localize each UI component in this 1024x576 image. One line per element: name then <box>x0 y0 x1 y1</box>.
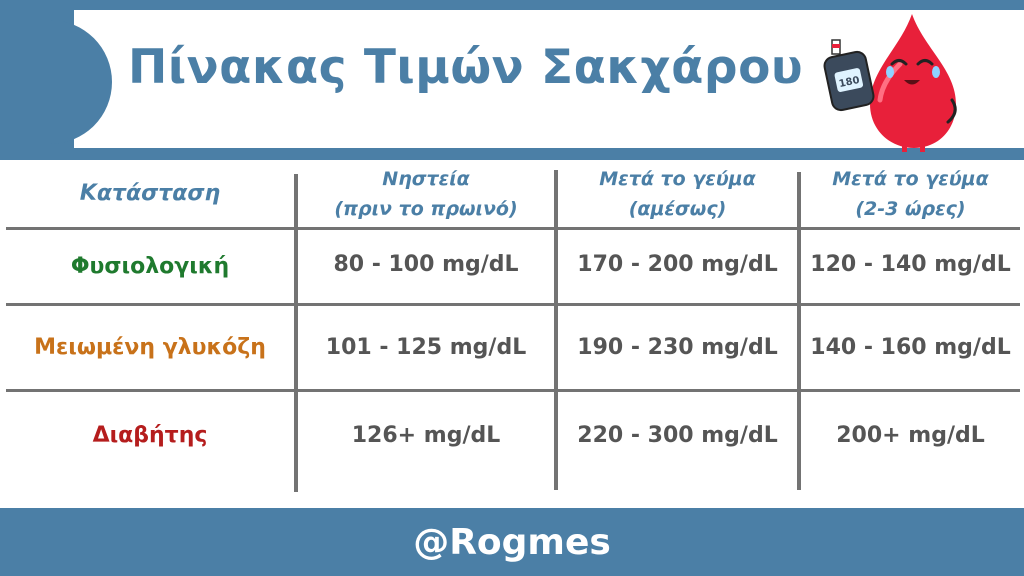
row-divider <box>6 389 1020 392</box>
header-label: Κατάσταση <box>79 180 221 206</box>
table-cell: 126+ mg/dL <box>298 392 554 478</box>
footer-band: @Rogmes <box>0 508 1024 576</box>
status-label: Φυσιολογική <box>70 254 230 279</box>
status-label: Μειωμένη γλυκόζη <box>34 335 266 360</box>
header-label: Μετά το γεύμα <box>832 167 989 190</box>
value-text: 200+ mg/dL <box>836 422 985 448</box>
meter-reading: 180 <box>838 75 861 90</box>
value-text: 80 - 100 mg/dL <box>333 251 519 277</box>
glucose-table: Κατάσταση Νηστεία (πριν το πρωινό) Μετά … <box>0 160 1024 508</box>
header-sublabel: (αμέσως) <box>628 197 727 220</box>
footer-handle: @Rogmes <box>413 521 611 563</box>
value-text: 126+ mg/dL <box>351 422 501 448</box>
header-label: Μετά το γεύμα <box>599 167 756 190</box>
table-cell: 120 - 140 mg/dL <box>801 230 1020 298</box>
value-text: 170 - 200 mg/dL <box>577 251 778 277</box>
value-text: 220 - 300 mg/dL <box>577 422 778 448</box>
column-divider <box>294 174 298 492</box>
header-cell-after-meal-immediate: Μετά το γεύμα (αμέσως) <box>558 160 797 227</box>
table-cell: 140 - 160 mg/dL <box>801 306 1020 389</box>
status-cell-diabetes: Διαβήτης <box>6 392 294 478</box>
value-text: 140 - 160 mg/dL <box>810 335 1011 360</box>
status-label: Διαβήτης <box>92 422 208 448</box>
page-title: Πίνακας Τιμών Σακχάρου <box>128 40 804 95</box>
table-cell: 101 - 125 mg/dL <box>298 306 554 389</box>
row-divider <box>6 303 1020 306</box>
table-cell: 190 - 230 mg/dL <box>558 306 797 389</box>
table-cell: 170 - 200 mg/dL <box>558 230 797 298</box>
value-text: 120 - 140 mg/dL <box>810 251 1011 277</box>
header-cell-after-meal-2-3h: Μετά το γεύμα (2-3 ώρες) <box>801 160 1020 227</box>
header-cell-status: Κατάσταση <box>6 160 294 227</box>
table-cell: 200+ mg/dL <box>801 392 1020 478</box>
column-divider <box>554 170 558 490</box>
status-cell-impaired: Μειωμένη γλυκόζη <box>6 306 294 389</box>
blood-drop-glucometer-icon: 180 <box>823 14 957 152</box>
table-cell: 220 - 300 mg/dL <box>558 392 797 478</box>
header-label: Νηστεία <box>382 167 470 190</box>
header-sublabel: (πριν το πρωινό) <box>334 197 518 220</box>
table-cell: 80 - 100 mg/dL <box>298 230 554 298</box>
status-cell-normal: Φυσιολογική <box>6 230 294 303</box>
header-cell-fasting: Νηστεία (πριν το πρωινό) <box>298 160 554 227</box>
column-divider <box>797 172 801 490</box>
value-text: 190 - 230 mg/dL <box>577 335 778 360</box>
row-divider <box>6 227 1020 230</box>
value-text: 101 - 125 mg/dL <box>325 335 527 360</box>
header-sublabel: (2-3 ώρες) <box>855 197 966 220</box>
